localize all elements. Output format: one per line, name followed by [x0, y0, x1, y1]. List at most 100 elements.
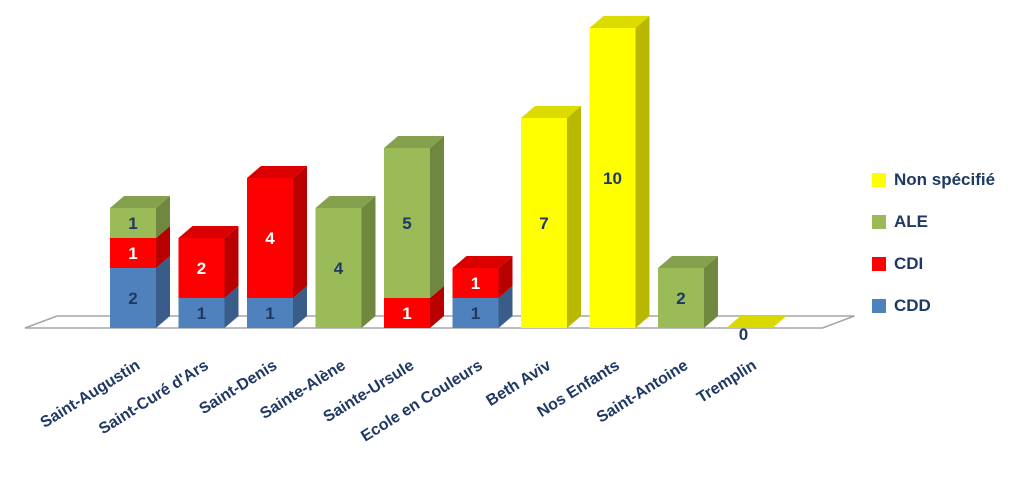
bar-front: [247, 298, 293, 328]
data-label: 1: [471, 274, 480, 293]
bar-non-specifie-beth-aviv: [521, 106, 581, 328]
bar-side: [635, 16, 650, 328]
legend-swatch: [872, 299, 886, 313]
bar-front: [658, 268, 704, 328]
bar-front: [315, 208, 362, 328]
data-label: 1: [128, 244, 137, 263]
bar-column-sainte-alene: [315, 196, 376, 328]
bar-side: [430, 286, 444, 328]
bar-cdi-sainte-ursule: [384, 286, 444, 328]
data-label: 10: [603, 169, 622, 188]
bar-zero-tremplin: [726, 316, 787, 328]
bar-front: [110, 208, 156, 238]
data-label: 1: [197, 304, 206, 323]
data-label: 1: [265, 304, 274, 323]
bar-cdd-ecole-en-couleurs: [452, 286, 513, 328]
bar-side: [430, 136, 444, 298]
bar-front: [110, 268, 156, 328]
bar-column-tremplin: [726, 316, 787, 328]
data-label: 2: [197, 259, 206, 278]
tick-label-ecole-en-couleurs: Ecole en Couleurs: [358, 357, 485, 445]
bar-front: [178, 298, 225, 328]
legend-swatch: [872, 215, 886, 229]
bar-side: [224, 226, 239, 298]
bar-column-ecole-en-couleurs: [452, 256, 513, 328]
bar-ale-saint-augustin: [110, 196, 170, 238]
tick-label-tremplin: Tremplin: [694, 357, 760, 407]
bar-top: [658, 256, 718, 268]
bar-side: [361, 196, 376, 328]
bar-top: [315, 196, 376, 208]
bar-side: [498, 286, 513, 328]
bar-front: [384, 148, 430, 298]
bar-ale-saint-antoine: [658, 256, 718, 328]
bar-top: [384, 136, 444, 148]
bar-cdi-saint-augustin: [110, 226, 170, 268]
bar-column-saint-augustin: [110, 196, 170, 328]
legend-label: CDI: [894, 254, 924, 273]
bar-top: [521, 106, 581, 118]
bar-front: [247, 178, 293, 298]
bar-top: [589, 16, 650, 28]
bar-side: [224, 286, 239, 328]
bar-column-sainte-ursule: [384, 136, 444, 328]
stacked-bar-chart: 2 1 1 1 2 1 4 4 1 5 1 1 7 10 2 0 Saint-AugustinSaint-Cu…: [24, 16, 855, 445]
data-label: 4: [265, 229, 275, 248]
bar-front: [452, 268, 499, 298]
bar-front: [384, 298, 430, 328]
bar-side: [567, 106, 581, 328]
bar-cdi-saint-denis: [247, 166, 307, 298]
bar-cdd-saint-denis: [247, 286, 307, 328]
bar-top: [110, 196, 170, 208]
bar-side: [704, 256, 718, 328]
data-label: 7: [539, 214, 548, 233]
data-label: 0: [739, 325, 748, 344]
bar-front: [521, 118, 567, 328]
bar-cdd-saint-augustin: [110, 256, 170, 328]
data-label: 1: [471, 304, 480, 323]
legend: Non spécifié ALE CDI CDD: [872, 168, 1032, 336]
bar-side: [293, 166, 307, 298]
legend-item-cdd: CDD: [872, 294, 1032, 318]
bar-front: [589, 28, 636, 328]
bar-column-saint-denis: [247, 166, 307, 328]
data-label: 1: [402, 304, 411, 323]
bar-side: [498, 256, 513, 298]
bar-column-nos-enfants: [589, 16, 650, 328]
bar-ale-sainte-alene: [315, 196, 376, 328]
data-label: 1: [128, 214, 137, 233]
legend-swatch: [872, 173, 886, 187]
bar-cdd-saint-cure-d-ars: [178, 286, 239, 328]
bar-column-beth-aviv: [521, 106, 581, 328]
bar-top: [178, 226, 239, 238]
bar-side: [156, 256, 170, 328]
legend-swatch: [872, 257, 886, 271]
bar-cdi-ecole-en-couleurs: [452, 256, 513, 298]
bar-column-saint-cure-d-ars: [178, 226, 239, 328]
legend-label: CDD: [894, 296, 931, 315]
bar-column-saint-antoine: [658, 256, 718, 328]
data-label: 2: [128, 289, 137, 308]
bar-top: [247, 166, 307, 178]
bar-front: [178, 238, 225, 298]
legend-item-non-specifie: Non spécifié: [872, 168, 1032, 192]
legend-label: ALE: [894, 212, 928, 231]
bar-side: [293, 286, 307, 328]
bar-top: [452, 256, 513, 268]
bars: [110, 16, 787, 328]
bar-ale-sainte-ursule: [384, 136, 444, 298]
legend-label: Non spécifié: [894, 170, 996, 189]
data-labels: 2 1 1 1 2 1 4 4 1 5 1 1 7 10 2 0: [128, 169, 748, 344]
bar-side: [156, 226, 170, 268]
bar-front: [110, 238, 156, 268]
data-label: 4: [334, 259, 344, 278]
legend-item-cdi: CDI: [872, 252, 1032, 276]
bar-front: [452, 298, 499, 328]
data-label: 2: [676, 289, 685, 308]
bar-cdi-saint-cure-d-ars: [178, 226, 239, 298]
data-label: 5: [402, 214, 411, 233]
bar-non-specifie-nos-enfants: [589, 16, 650, 328]
legend-item-ale: ALE: [872, 210, 1032, 234]
bar-side: [156, 196, 170, 238]
